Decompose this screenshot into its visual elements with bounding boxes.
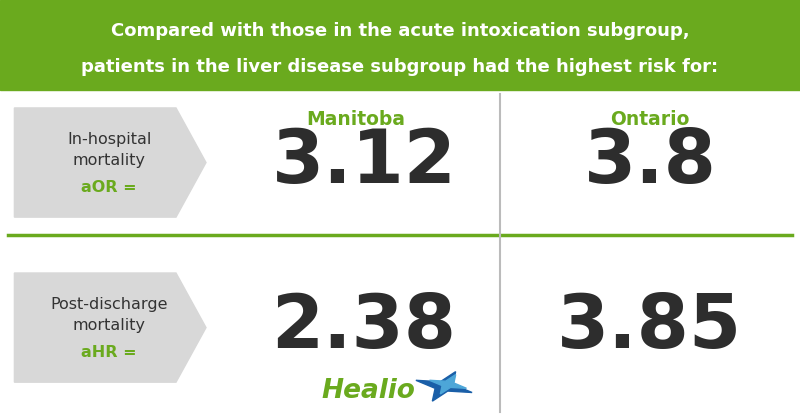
Polygon shape: [416, 372, 472, 401]
Text: In-hospital: In-hospital: [67, 132, 151, 147]
Text: Ontario: Ontario: [610, 110, 690, 129]
Text: patients in the liver disease subgroup had the highest risk for:: patients in the liver disease subgroup h…: [82, 58, 718, 76]
Text: 3.12: 3.12: [271, 126, 457, 199]
Text: aOR =: aOR =: [82, 180, 137, 195]
Polygon shape: [430, 375, 466, 394]
Text: Healio: Healio: [321, 378, 415, 404]
Polygon shape: [14, 273, 206, 382]
Polygon shape: [14, 108, 206, 217]
Text: 3.8: 3.8: [583, 126, 717, 199]
Text: Compared with those in the acute intoxication subgroup,: Compared with those in the acute intoxic…: [110, 22, 690, 40]
Text: Post-discharge: Post-discharge: [50, 297, 168, 312]
Text: aHR =: aHR =: [82, 345, 137, 360]
Text: Manitoba: Manitoba: [306, 110, 406, 129]
Text: mortality: mortality: [73, 318, 146, 333]
Text: 2.38: 2.38: [271, 291, 457, 364]
Text: 3.85: 3.85: [558, 291, 742, 364]
Text: mortality: mortality: [73, 153, 146, 168]
Bar: [0, 0, 800, 90]
